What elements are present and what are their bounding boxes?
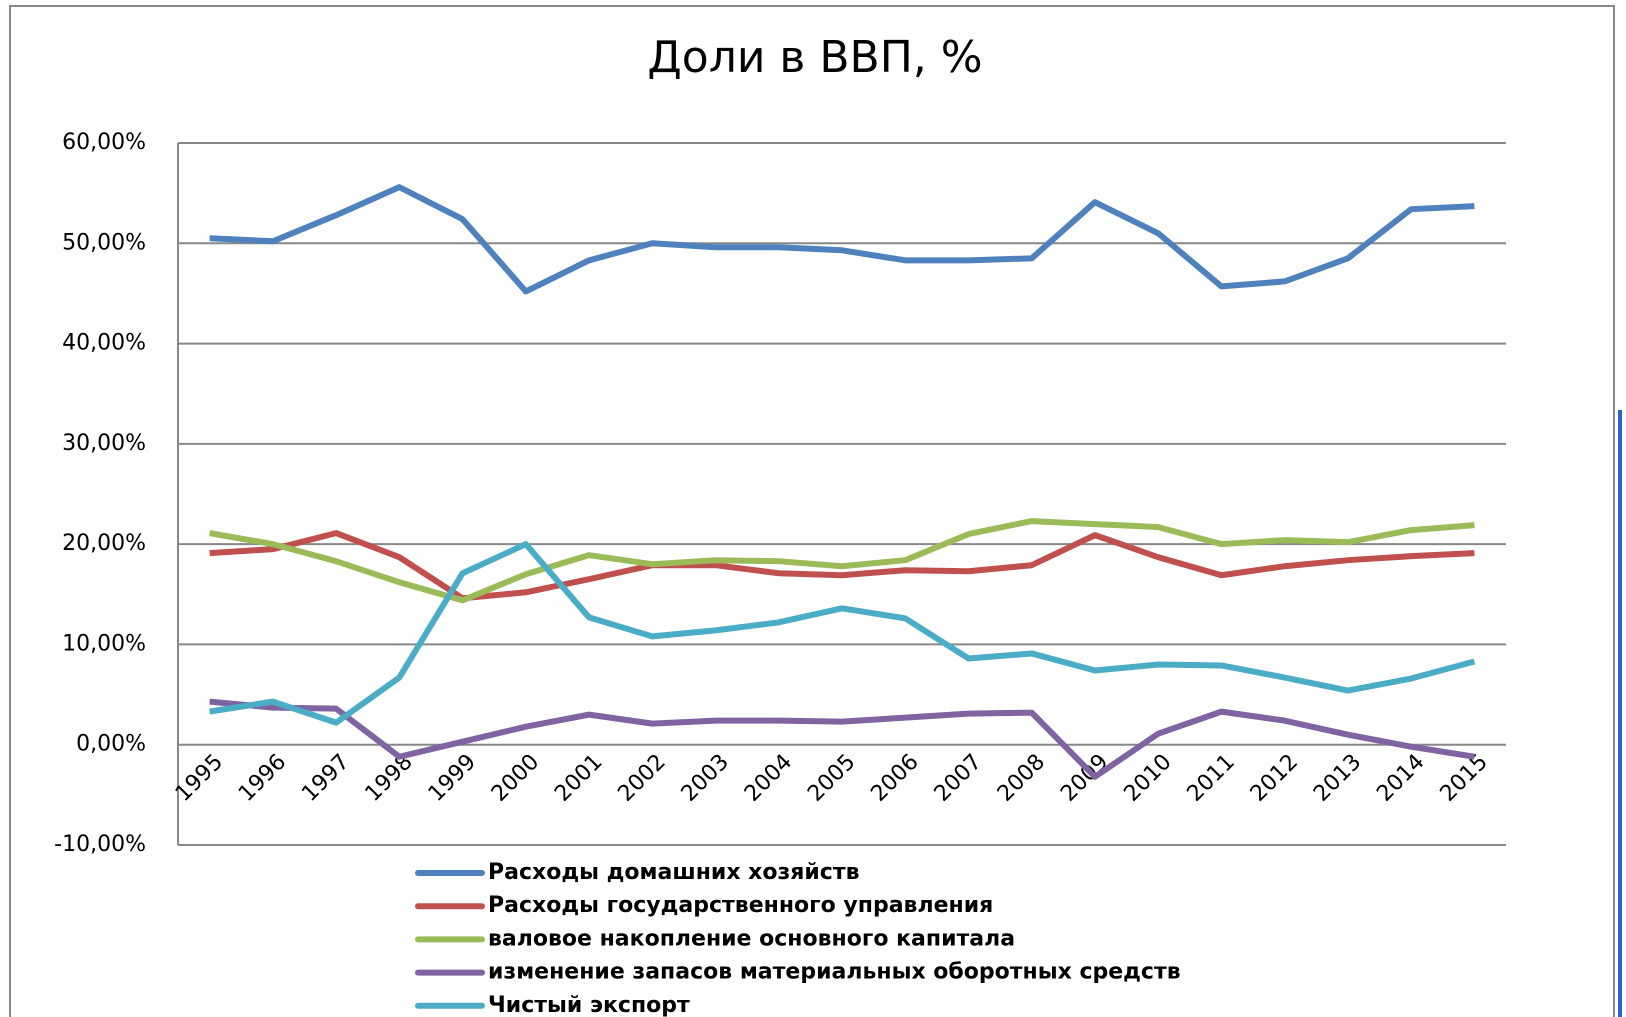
y-tick-label: 60,00% bbox=[62, 130, 146, 155]
y-tick-label: 10,00% bbox=[62, 631, 146, 656]
series-line bbox=[209, 184, 1475, 295]
legend-label: изменение запасов материальных оборотных… bbox=[488, 960, 1181, 985]
y-tick-label: 20,00% bbox=[62, 531, 146, 556]
y-tick-label: -10,00% bbox=[54, 832, 146, 857]
legend-label: Расходы государственного управления bbox=[488, 893, 993, 918]
y-tick-label: 50,00% bbox=[62, 230, 146, 255]
y-tick-label: 30,00% bbox=[62, 431, 146, 456]
chart-title: Доли в ВВП, % bbox=[647, 32, 982, 83]
legend-label: валовое накопление основного капитала bbox=[488, 926, 1015, 951]
series-line bbox=[209, 518, 1475, 604]
y-tick-label: 40,00% bbox=[62, 331, 146, 356]
legend-label: Чистый экспорт bbox=[488, 993, 690, 1017]
chart-frame bbox=[9, 5, 1615, 1017]
series-line bbox=[209, 541, 1476, 726]
series-line bbox=[209, 530, 1475, 602]
series-line bbox=[209, 698, 1475, 780]
y-tick-label: 0,00% bbox=[76, 732, 146, 757]
legend-label: Расходы домашних хозяйств bbox=[488, 860, 860, 885]
